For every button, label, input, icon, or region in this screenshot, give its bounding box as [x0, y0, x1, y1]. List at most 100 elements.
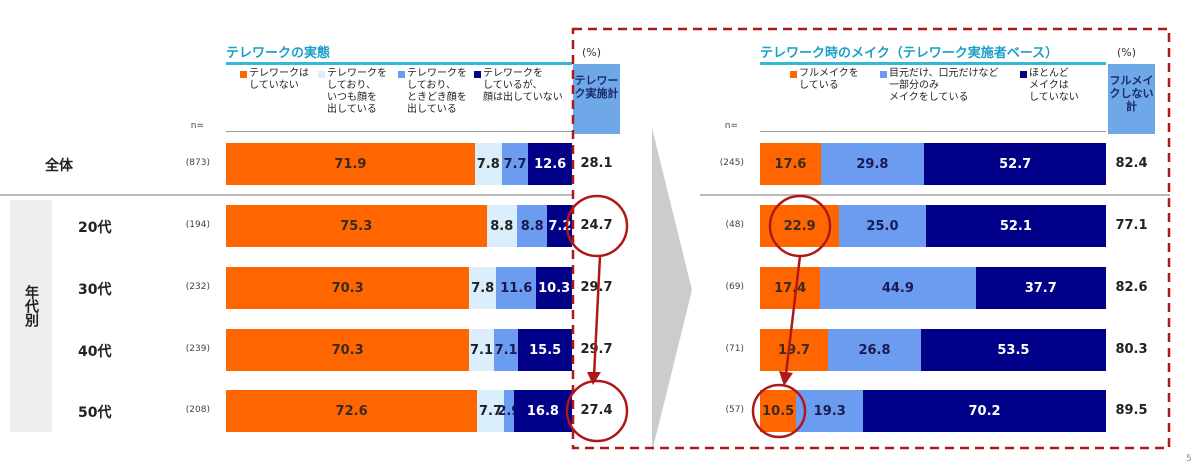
- sample-size: (71): [725, 344, 744, 354]
- data-label: 37.7: [1024, 280, 1057, 296]
- data-label: 7.8: [471, 280, 495, 296]
- data-label: 10.5: [762, 403, 795, 419]
- data-label: 7.7: [478, 403, 503, 419]
- bar-segment: 52.1: [925, 205, 1106, 247]
- category-label: 30代: [78, 282, 112, 298]
- bar-segment: 7.7: [501, 143, 529, 185]
- legend-swatch: [474, 71, 481, 78]
- total-header: テレワーク実施計: [573, 64, 620, 134]
- bar-segment: 8.8: [486, 205, 517, 247]
- category-label: 40代: [78, 344, 112, 360]
- data-label: 70.2: [968, 403, 1001, 419]
- total-value: 82.6: [1115, 280, 1148, 295]
- bar-segment: 70.2: [863, 390, 1106, 432]
- sample-size: (232): [185, 282, 210, 292]
- title-underline: [226, 62, 572, 65]
- total-value: 28.1: [580, 156, 613, 171]
- sample-size: (194): [185, 220, 210, 230]
- total-value: 27.4: [580, 403, 613, 418]
- data-label: 7.1: [494, 342, 518, 358]
- unit-label: (%): [1117, 46, 1137, 59]
- bar-segment: 8.8: [516, 205, 548, 247]
- category-label: 全体: [45, 158, 73, 174]
- bar-segment: 37.7: [975, 267, 1106, 309]
- bar-segment: 26.8: [828, 329, 921, 371]
- bar-segment: 19.3: [796, 390, 864, 432]
- data-label: 29.8: [856, 156, 889, 172]
- data-label: 52.1: [999, 218, 1032, 234]
- n-label: n=: [190, 121, 204, 131]
- bar-segment: 29.8: [820, 143, 924, 185]
- data-label: 53.5: [997, 342, 1030, 358]
- group-box: [10, 200, 52, 432]
- sample-size: (69): [725, 282, 744, 292]
- bar-segment: 7.1: [469, 329, 494, 371]
- total-value: 29.7: [580, 342, 613, 357]
- data-label: 17.4: [774, 280, 807, 296]
- bar-segment: 11.6: [496, 267, 537, 309]
- n-label: n=: [724, 121, 738, 131]
- bar-segment: 72.6: [226, 390, 478, 432]
- legend-label: フルメイクを している: [799, 68, 859, 91]
- bar-segment: 75.3: [226, 205, 487, 247]
- total-header: フルメイクしない計: [1108, 64, 1155, 134]
- category-label: 20代: [78, 220, 112, 236]
- data-label: 10.3: [538, 280, 571, 296]
- data-label: 22.9: [783, 218, 816, 234]
- page-number: 5: [1186, 454, 1192, 464]
- bar-segment: 12.6: [528, 143, 572, 185]
- data-label: 44.9: [881, 280, 914, 296]
- bar-segment: 71.9: [226, 143, 475, 185]
- legend-swatch: [790, 71, 797, 78]
- bar-segment: 70.3: [226, 329, 470, 371]
- total-value: 89.5: [1115, 403, 1148, 418]
- legend-swatch: [880, 71, 887, 78]
- total-value: 77.1: [1115, 218, 1148, 233]
- legend-label: テレワークは していない: [249, 68, 309, 91]
- data-label: 75.3: [340, 218, 373, 234]
- bar-segment: 7.7: [477, 390, 504, 432]
- legend-label: テレワークを しており、 いつも顔を 出している: [327, 68, 387, 115]
- total-value: 80.3: [1115, 342, 1148, 357]
- unit-label: (%): [582, 46, 602, 59]
- sample-size: (873): [185, 158, 210, 168]
- data-label: 17.6: [774, 156, 807, 172]
- sample-size: (48): [725, 220, 744, 230]
- data-label: 11.6: [500, 280, 533, 296]
- legend-label: テレワークを しており、 ときどき顔を 出している: [407, 68, 467, 115]
- bar-segment: 17.4: [760, 267, 821, 309]
- data-label: 70.3: [331, 342, 364, 358]
- chart-title: テレワークの実態: [226, 46, 331, 61]
- data-label: 72.6: [335, 403, 368, 419]
- bar-segment: 15.5: [518, 329, 572, 371]
- axis-line: [760, 131, 1106, 132]
- data-label: 70.3: [331, 280, 364, 296]
- title-underline: [760, 62, 1106, 65]
- bar-segment: 7.1: [493, 329, 519, 371]
- group-label: 年代別: [23, 285, 39, 327]
- data-label: 8.8: [520, 218, 544, 234]
- data-label: 52.7: [999, 156, 1032, 172]
- data-label: 26.8: [858, 342, 891, 358]
- data-label: 12.6: [534, 156, 567, 172]
- chart-title: テレワーク時のメイク（テレワーク実施者ベース）: [760, 46, 1059, 61]
- total-value: 82.4: [1115, 156, 1148, 171]
- legend-swatch: [1020, 71, 1027, 78]
- data-label: 71.9: [334, 156, 367, 172]
- axis-line: [226, 131, 572, 132]
- data-label: 7.1: [470, 342, 494, 358]
- bar-segment: 22.9: [760, 205, 840, 247]
- data-label: 15.5: [529, 342, 562, 358]
- bar-segment: 52.7: [924, 143, 1107, 185]
- bar-segment: 25.0: [839, 205, 926, 247]
- legend-label: ほとんど メイクは していない: [1029, 68, 1079, 103]
- separator: [700, 194, 1170, 196]
- data-label: 7.8: [476, 156, 500, 172]
- separator: [0, 194, 572, 196]
- legend-label: テレワークを しているが、 顔は出していない: [483, 68, 563, 103]
- sample-size: (57): [725, 405, 744, 415]
- data-label: 19.3: [813, 403, 846, 419]
- bar-segment: 7.2: [547, 205, 573, 247]
- data-label: 7.2: [548, 218, 572, 234]
